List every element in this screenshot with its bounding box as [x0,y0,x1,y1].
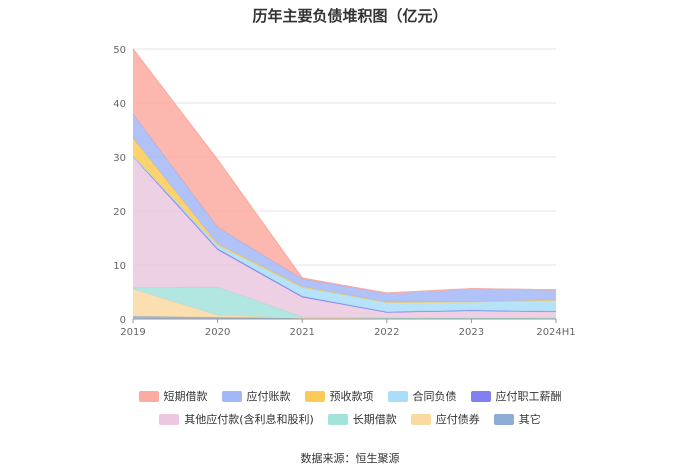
area-series-3 [133,157,556,318]
x-tick-label: 2020 [205,327,230,338]
legend-item[interactable]: 预收款项 [304,388,374,404]
x-tick-label: 2024H1 [536,327,575,338]
y-tick-label: 50 [113,45,126,56]
legend-item[interactable]: 长期借款 [327,411,397,427]
legend-swatch [159,413,180,425]
legend-label: 短期借款 [163,390,208,403]
legend-swatch [138,390,159,402]
legend-swatch [493,413,514,425]
legend-swatch [327,413,348,425]
area-series-1 [133,289,556,318]
legend-item[interactable]: 应付职工薪酬 [470,388,562,404]
stacked-area-chart: 0 10 20 30 40 50 2019 2020 2021 2022 2023 2024H1 [113,45,575,338]
legend-label: 预收款项 [329,390,374,403]
legend-item[interactable]: 应付债券 [410,411,480,427]
legend-swatch [304,390,325,402]
y-tick-label: 10 [113,261,126,272]
x-tick-label: 2021 [289,327,314,338]
legend-label: 其他应付款(含利息和股利) [184,413,314,426]
chart-legend: 短期借款 应付账款 预收款项 合同负债 应付职工薪酬 其他应付款(含利息和股利) 长期借款… [0,388,700,434]
legend-label: 合同负债 [412,390,457,403]
legend-label: 应付债券 [435,413,480,426]
legend-swatch [410,413,431,425]
legend-item[interactable]: 应付账款 [221,388,291,404]
legend-swatch [387,390,408,402]
legend-row-1: 短期借款 应付账款 预收款项 合同负债 应付职工薪酬 [0,388,700,404]
data-source-note: 数据来源：恒生聚源 [300,452,400,465]
y-tick-label: 40 [113,99,126,110]
legend-item[interactable]: 其他应付款(含利息和股利) [159,411,314,427]
legend-swatch [221,390,242,402]
legend-swatch [470,390,491,402]
legend-item[interactable]: 短期借款 [138,388,208,404]
area-series-8 [133,49,556,294]
legend-item[interactable]: 合同负债 [387,388,457,404]
x-tick-label: 2019 [120,327,145,338]
legend-label: 其它 [518,413,541,426]
legend-label: 长期借款 [352,413,397,426]
x-tick-label: 2022 [374,327,399,338]
x-tick-label: 2023 [459,327,484,338]
y-tick-label: 0 [120,315,126,326]
legend-label: 应付职工薪酬 [495,390,562,403]
chart-title: 历年主要负债堆积图（亿元） [252,7,448,25]
y-tick-label: 20 [113,207,126,218]
legend-label: 应付账款 [246,390,291,403]
legend-item[interactable]: 其它 [493,411,541,427]
legend-row-2: 其他应付款(含利息和股利) 长期借款 应付债券 其它 [0,411,700,427]
line-series-8 [132,48,557,294]
y-tick-label: 30 [113,153,126,164]
